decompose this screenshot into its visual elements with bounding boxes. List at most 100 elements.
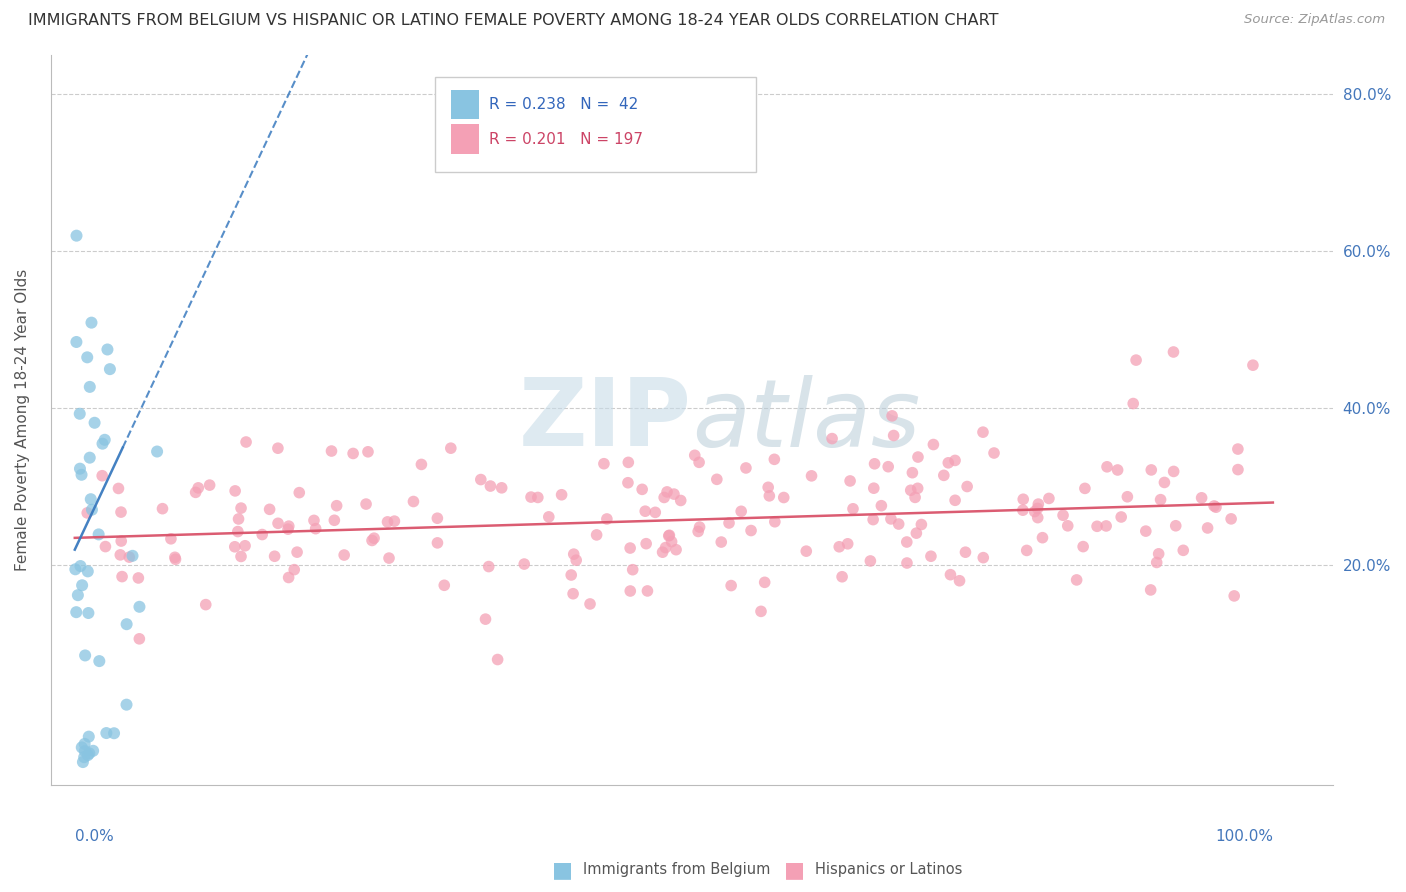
Point	[277, 519, 299, 533]
Point	[283, 563, 305, 577]
Point	[76, 351, 98, 365]
Point	[333, 548, 356, 562]
Point	[377, 515, 399, 529]
Point	[96, 726, 118, 740]
Point	[184, 485, 207, 500]
Point	[936, 456, 959, 470]
Text: IMMIGRANTS FROM BELGIUM VS HISPANIC OR LATINO FEMALE POVERTY AMONG 18-24 YEAR OL: IMMIGRANTS FROM BELGIUM VS HISPANIC OR L…	[28, 13, 998, 29]
Point	[905, 526, 928, 541]
Point	[321, 444, 343, 458]
Point	[754, 575, 776, 590]
Point	[932, 468, 955, 483]
Point	[943, 493, 966, 508]
Point	[1139, 582, 1161, 597]
Point	[1085, 519, 1108, 533]
Point	[1038, 491, 1060, 506]
Point	[77, 606, 100, 620]
Point	[688, 455, 710, 469]
Point	[479, 479, 502, 493]
Point	[89, 654, 111, 668]
Point	[565, 553, 588, 567]
Point	[235, 435, 257, 450]
Point	[73, 750, 96, 764]
Point	[1052, 508, 1074, 523]
Point	[1146, 556, 1168, 570]
Point	[756, 480, 779, 494]
Point	[585, 528, 607, 542]
Point	[665, 542, 688, 557]
Point	[842, 501, 865, 516]
Point	[69, 559, 91, 574]
Point	[1012, 492, 1035, 507]
Point	[655, 484, 678, 499]
Point	[772, 491, 794, 505]
Point	[520, 490, 543, 504]
Point	[828, 540, 851, 554]
Text: atlas: atlas	[692, 375, 920, 466]
Point	[1028, 497, 1050, 511]
Point	[69, 407, 91, 421]
Point	[103, 726, 125, 740]
Point	[593, 457, 616, 471]
Point	[794, 544, 817, 558]
Point	[115, 617, 138, 632]
Point	[634, 504, 657, 518]
Point	[411, 458, 433, 472]
Point	[862, 513, 884, 527]
Point	[478, 559, 501, 574]
Point	[920, 549, 942, 564]
Point	[285, 545, 308, 559]
Point	[617, 455, 640, 469]
Point	[1095, 519, 1118, 533]
Point	[80, 316, 103, 330]
Point	[73, 737, 96, 751]
Point	[79, 747, 101, 761]
Point	[1191, 491, 1213, 505]
Point	[579, 597, 602, 611]
Point	[1026, 510, 1049, 524]
Point	[110, 505, 132, 519]
Point	[96, 343, 118, 357]
Point	[1149, 492, 1171, 507]
Text: ZIP: ZIP	[519, 374, 692, 467]
Point	[160, 532, 183, 546]
Point	[226, 524, 249, 539]
Point	[901, 466, 924, 480]
Point	[70, 467, 93, 482]
Point	[862, 481, 884, 495]
Point	[1107, 463, 1129, 477]
Point	[128, 599, 150, 614]
Point	[880, 409, 903, 423]
Point	[904, 491, 927, 505]
Point	[1071, 540, 1094, 554]
Point	[426, 536, 449, 550]
Point	[1220, 512, 1243, 526]
Point	[277, 570, 299, 584]
Point	[73, 744, 96, 758]
Point	[900, 483, 922, 498]
Point	[654, 541, 676, 555]
Point	[1226, 442, 1249, 456]
Point	[956, 479, 979, 493]
Point	[288, 485, 311, 500]
Point	[127, 571, 149, 585]
Point	[263, 549, 285, 564]
Point	[636, 583, 658, 598]
Point	[661, 534, 683, 549]
Point	[378, 551, 401, 566]
Point	[1056, 518, 1078, 533]
Text: 0.0%: 0.0%	[75, 829, 114, 844]
Point	[669, 493, 692, 508]
Point	[1197, 521, 1219, 535]
Point	[152, 501, 174, 516]
Point	[163, 550, 186, 565]
Point	[821, 432, 844, 446]
Point	[76, 748, 98, 763]
Point	[433, 578, 456, 592]
Point	[146, 444, 169, 458]
Point	[65, 605, 87, 619]
Text: R = 0.238   N =  42: R = 0.238 N = 42	[489, 97, 638, 112]
Point	[837, 537, 859, 551]
Point	[128, 632, 150, 646]
Point	[720, 578, 742, 592]
